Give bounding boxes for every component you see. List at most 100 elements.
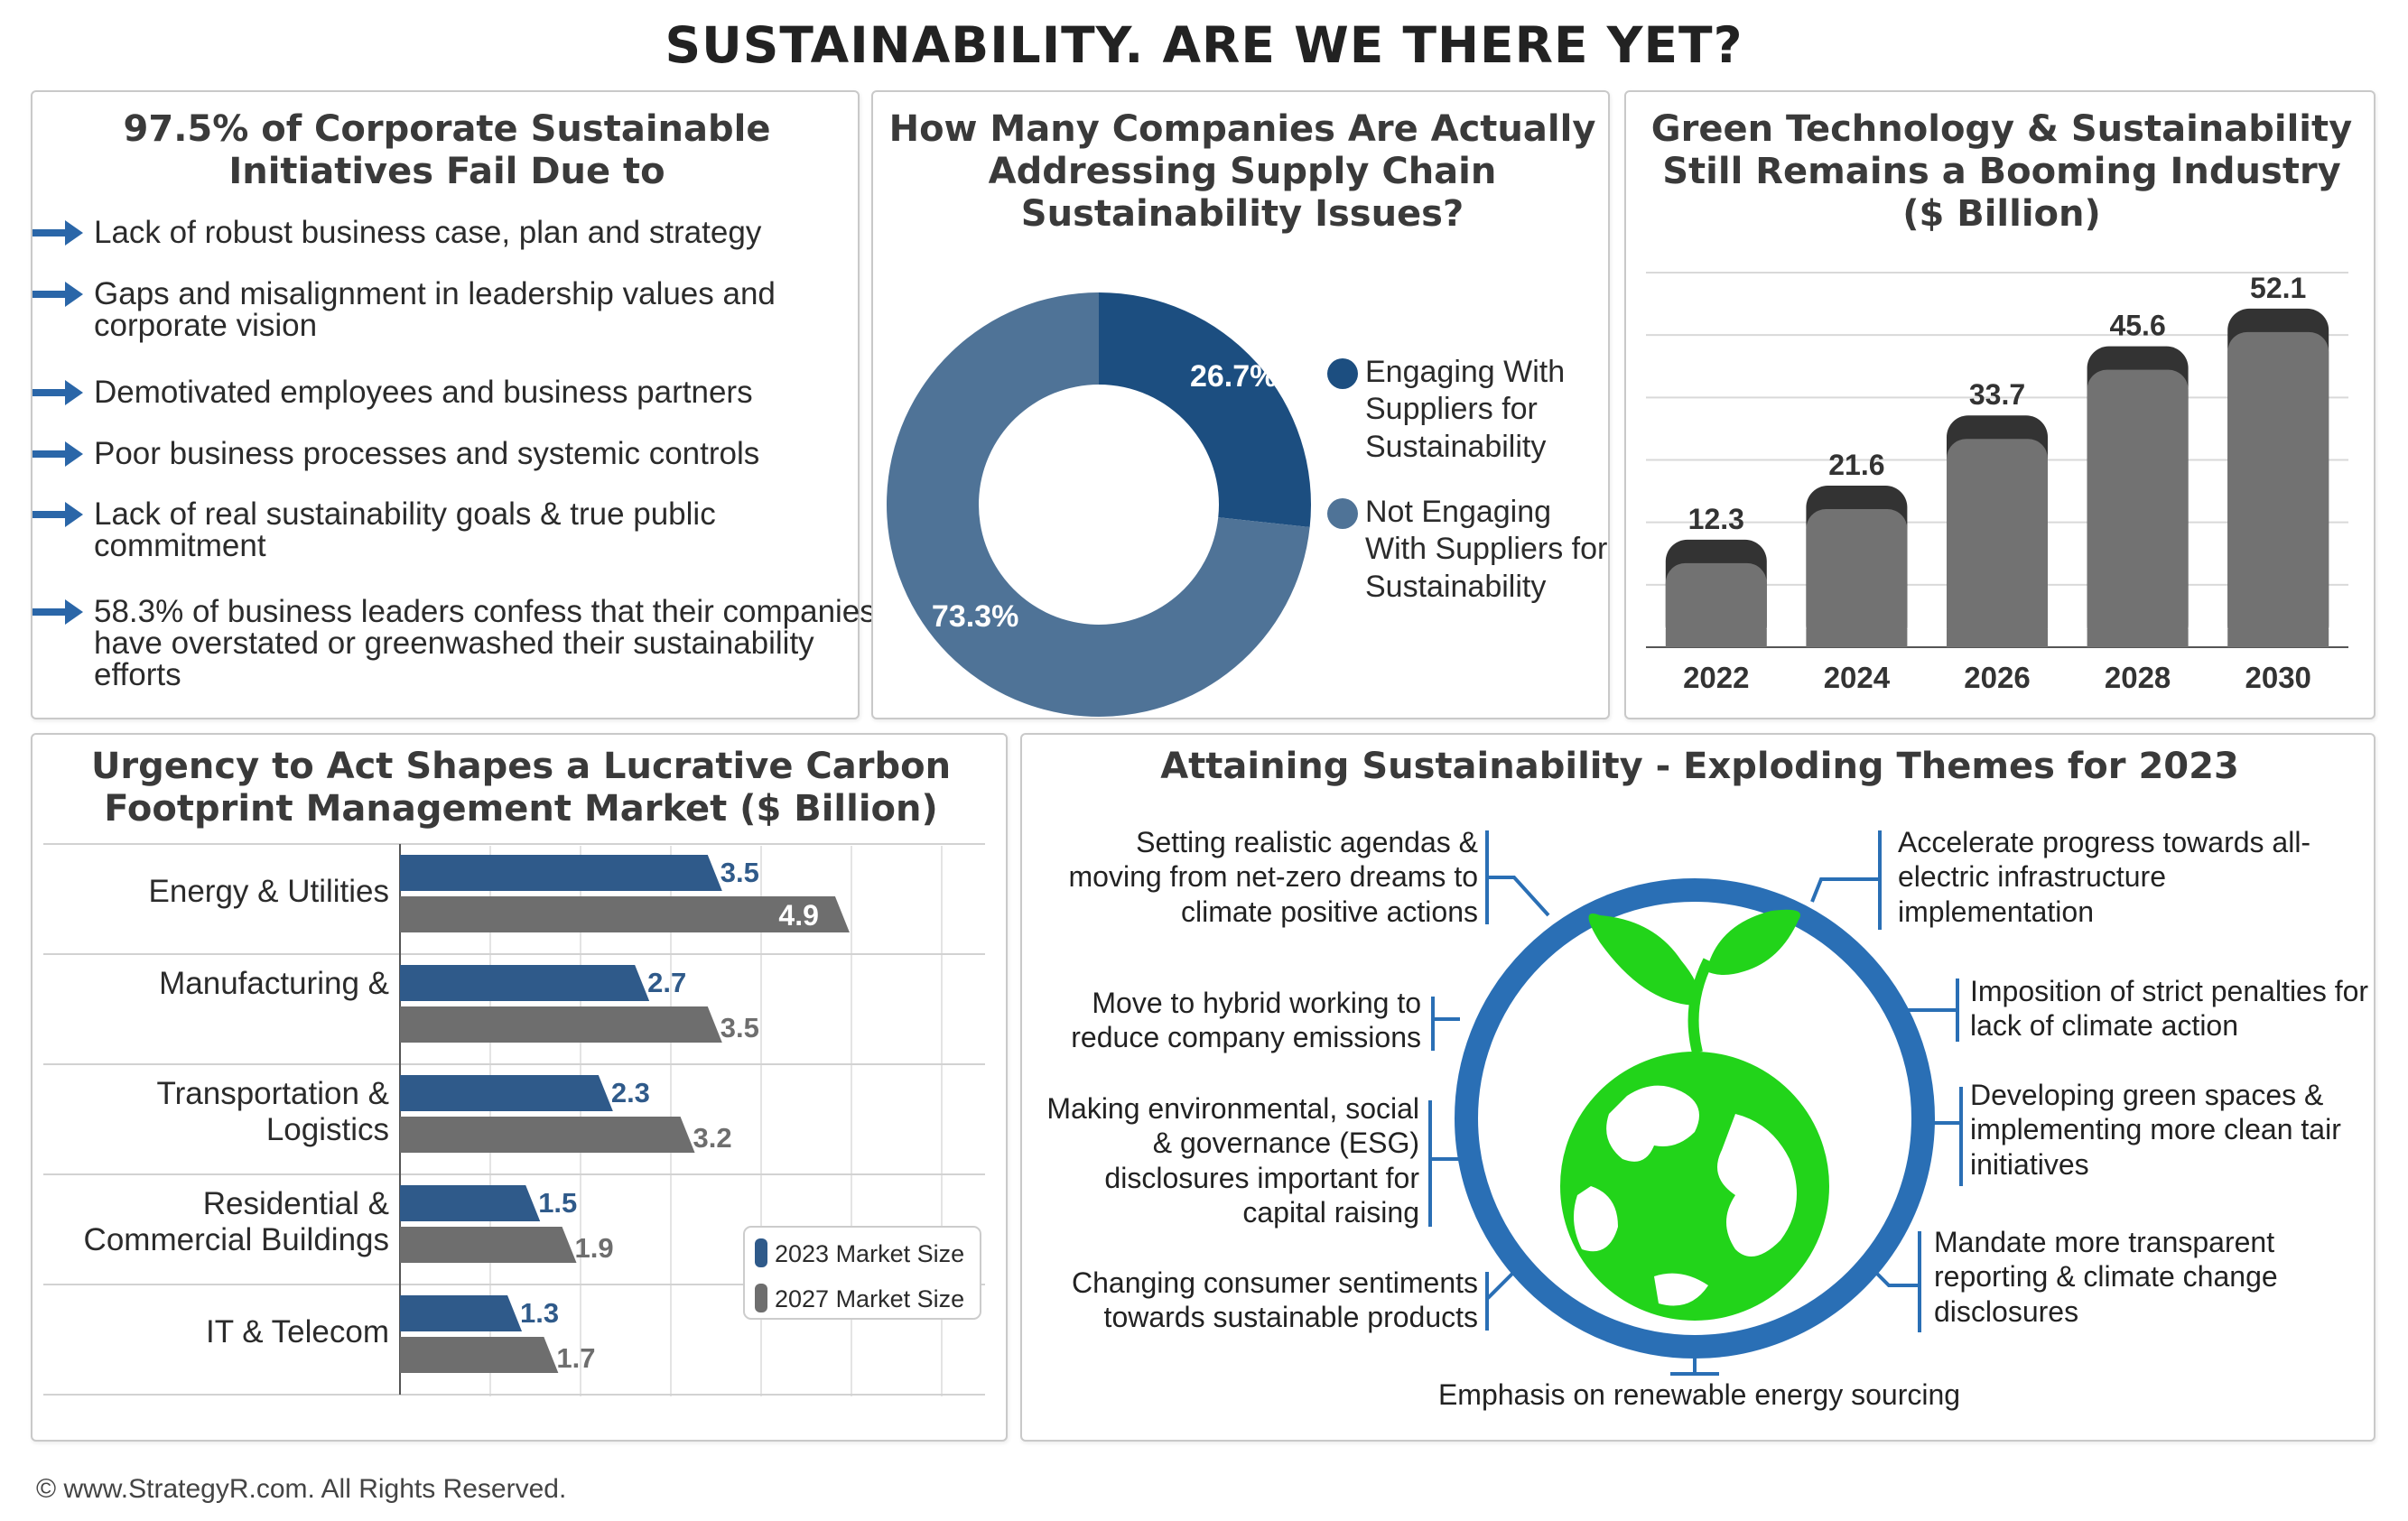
- theme-all-electric: Accelerate progress towards all-electric…: [1898, 826, 2311, 928]
- legend-not-engaging-swatch: [1327, 498, 1358, 529]
- category-label: Residential &: [203, 1186, 389, 1221]
- theme-green-spaces: Developing green spaces & implementing m…: [1970, 1079, 2341, 1181]
- supply-title-line-3: Sustainability Issues?: [1020, 192, 1464, 235]
- hbar: [400, 1337, 559, 1373]
- carbon-title-line-2: Footprint Management Market ($ Billion): [104, 787, 938, 830]
- failures-title: 97.5% of Corporate Sustainable Initiativ…: [33, 108, 861, 193]
- carbon-title-line-1: Urgency to Act Shapes a Lucrative Carbon: [90, 746, 952, 787]
- bar: [2227, 331, 2329, 647]
- failure-reason-text: Gaps and misalignment in leadership valu…: [94, 276, 776, 343]
- x-tick-label: 2022: [1683, 661, 1749, 694]
- bar-base: [2087, 629, 2189, 647]
- legend-not-engaging-label: Not Engaging With Suppliers for Sustaina…: [1365, 495, 1608, 604]
- donut-slice: [1099, 292, 1311, 528]
- themes-diagram: [1428, 830, 1963, 1376]
- themes-panel: Attaining Sustainability - Exploding The…: [1020, 733, 2375, 1442]
- green-tech-bar-chart: 12.3 2022 21.6 2024 33.7 2026 45.6 2028 52.1 2030: [1646, 272, 2348, 694]
- failure-reason-text: 58.3% of business leaders confess that t…: [94, 594, 876, 692]
- x-tick-label: 2030: [2245, 661, 2310, 694]
- arrow-right-icon: [33, 282, 83, 307]
- bar-base: [1665, 629, 1767, 647]
- category-label: Manufacturing &: [159, 966, 389, 1001]
- arrow-right-icon: [33, 599, 83, 625]
- x-tick-label: 2024: [1824, 661, 1891, 694]
- legend-box: [743, 1226, 981, 1320]
- hbar-value-label: 1.5: [538, 1187, 577, 1219]
- category-label: Commercial Buildings: [84, 1222, 389, 1257]
- arrow-right-icon: [33, 441, 83, 467]
- hbar: [400, 1185, 541, 1221]
- failure-reason-text: Lack of real sustainability goals & true…: [94, 496, 716, 563]
- bar-base: [2227, 629, 2329, 647]
- bar: [1947, 439, 2048, 647]
- category-label: IT & Telecom: [206, 1314, 389, 1349]
- theme-hybrid-working: Move to hybrid working to reduce company…: [1071, 987, 1421, 1054]
- supply-title: How Many Companies Are Actually Addressi…: [873, 108, 1612, 235]
- category-label: Logistics: [266, 1112, 389, 1147]
- theme-consumer-sentiments: Changing consumer sentiments towards sus…: [1071, 1266, 1478, 1334]
- hbar-value-label: 2.3: [611, 1077, 650, 1108]
- bar-value-label: 52.1: [2250, 272, 2306, 304]
- legend-label: 2023 Market Size: [775, 1240, 964, 1267]
- failure-reason-text: Demotivated employees and business partn…: [94, 375, 753, 410]
- bar: [1665, 562, 1767, 647]
- hbar: [400, 1075, 613, 1111]
- supply-chain-panel: How Many Companies Are Actually Addressi…: [871, 90, 1610, 719]
- bar-value-label: 33.7: [1969, 378, 2025, 411]
- supply-title-line-1: How Many Companies Are Actually: [888, 108, 1596, 150]
- arrow-right-icon: [33, 380, 83, 405]
- hbar-value-label: 1.3: [520, 1297, 559, 1329]
- hbar-value-label: 3.5: [721, 1012, 759, 1043]
- x-tick-label: 2026: [1964, 661, 2030, 694]
- arrow-right-icon: [33, 220, 83, 246]
- hbar: [400, 855, 722, 891]
- category-label: Transportation &: [157, 1076, 389, 1111]
- hbar: [400, 896, 850, 932]
- hbar: [400, 1006, 722, 1043]
- supply-donut-chart: 26.7% 73.3%: [887, 292, 1311, 717]
- bar-base: [1947, 629, 2048, 647]
- legend-label: 2027 Market Size: [775, 1285, 964, 1312]
- carbon-title: Urgency to Act Shapes a Lucrative Carbon…: [33, 746, 1009, 830]
- hbar-value-label: 1.9: [575, 1232, 614, 1264]
- globe-with-sprout-icon: [1555, 909, 1835, 1326]
- failures-title-line-1: 97.5% of Corporate Sustainable: [123, 108, 771, 150]
- theme-realistic-agendas: Setting realistic agendas & moving from …: [1068, 826, 1479, 928]
- carbon-market-bar-chart: Energy & Utilities 3.5 4.9 Manufacturing & 2…: [43, 843, 985, 1396]
- failure-reason-text: Lack of robust business case, plan and s…: [94, 215, 762, 250]
- theme-transparent-reporting: Mandate more transparent reporting & cli…: [1934, 1226, 2278, 1328]
- failures-panel: 97.5% of Corporate Sustainable Initiativ…: [31, 90, 860, 719]
- failure-reason-text: Poor business processes and systemic con…: [94, 436, 760, 471]
- x-tick-label: 2028: [2105, 661, 2171, 694]
- bar-value-label: 45.6: [2109, 310, 2165, 342]
- green-title: Green Technology & Sustainability Still …: [1626, 108, 2377, 235]
- legend-swatch: [755, 1284, 767, 1312]
- legend-swatch: [755, 1238, 767, 1267]
- hbar-value-label: 3.2: [693, 1122, 732, 1154]
- legend-engaging-label: Engaging With Suppliers for Sustainabili…: [1365, 355, 1566, 464]
- hbar: [400, 1295, 523, 1331]
- arrow-right-icon: [33, 502, 83, 527]
- hbar-value-label: 1.7: [556, 1342, 595, 1374]
- hbar: [400, 1117, 695, 1153]
- donut-value-label: 73.3%: [932, 599, 1018, 634]
- theme-esg-disclosures: Making environmental, social & governanc…: [1046, 1092, 1419, 1229]
- theme-renewable-energy: Emphasis on renewable energy sourcing: [1437, 1378, 1961, 1411]
- green-title-line-1: Green Technology & Sustainability: [1650, 108, 2353, 150]
- bar-value-label: 12.3: [1688, 503, 1744, 535]
- page-title: SUSTAINABILITY. ARE WE THERE YET?: [665, 16, 1743, 74]
- green-tech-panel: Green Technology & Sustainability Still …: [1624, 90, 2375, 719]
- hbar-value-label: 2.7: [647, 967, 686, 998]
- theme-strict-penalties: Imposition of strict penalties for lack …: [1970, 975, 2369, 1043]
- donut-value-label: 26.7%: [1190, 359, 1277, 394]
- category-label: Energy & Utilities: [149, 874, 389, 909]
- green-title-line-2: Still Remains a Booming Industry: [1662, 150, 2341, 192]
- bar-value-label: 21.6: [1828, 449, 1884, 481]
- donut-slice: [887, 292, 1310, 717]
- carbon-market-panel: Urgency to Act Shapes a Lucrative Carbon…: [31, 733, 1008, 1442]
- legend-engaging-swatch: [1327, 358, 1358, 389]
- bar: [2087, 369, 2189, 647]
- hbar: [400, 965, 650, 1001]
- themes-title: Attaining Sustainability - Exploding The…: [1160, 746, 2239, 787]
- bar-base: [1806, 629, 1908, 647]
